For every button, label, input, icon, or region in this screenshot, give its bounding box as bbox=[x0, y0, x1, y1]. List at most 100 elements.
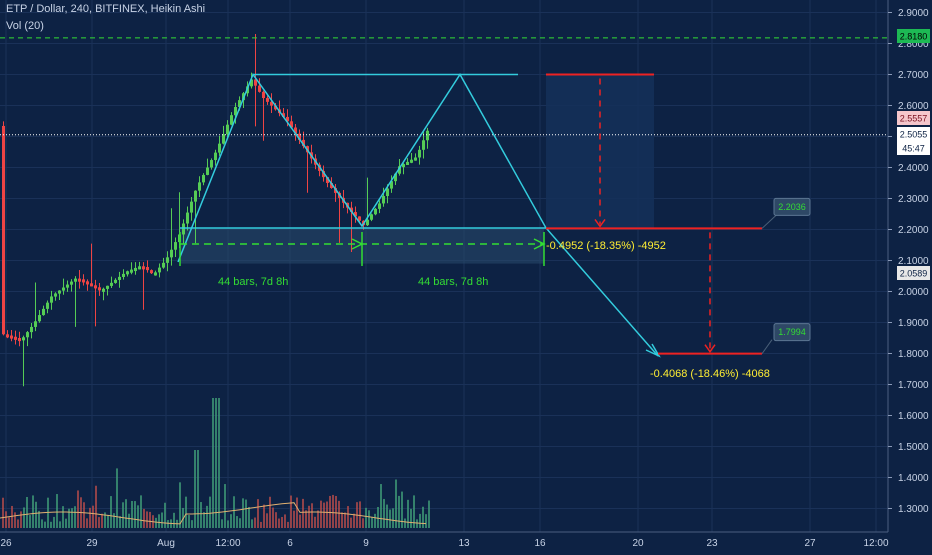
volume-bar bbox=[41, 519, 43, 528]
time-tick-label: 23 bbox=[706, 538, 718, 549]
candle-body bbox=[102, 288, 105, 292]
volume-bar bbox=[38, 510, 40, 528]
volume-bar bbox=[341, 512, 343, 528]
volume-bar bbox=[125, 499, 127, 528]
volume-bar bbox=[200, 502, 202, 528]
volume-bar bbox=[218, 398, 220, 528]
target-annotation-2: -0.4068 (-18.46%) -4068 bbox=[650, 368, 770, 380]
volume-bar bbox=[317, 510, 319, 528]
candle-body bbox=[370, 214, 373, 220]
volume-bar bbox=[194, 450, 196, 528]
volume-bar bbox=[377, 506, 379, 528]
time-tick-label: 6 bbox=[287, 538, 293, 549]
candle-body bbox=[382, 196, 385, 204]
volume-ma-line bbox=[0, 502, 427, 525]
candle-body bbox=[46, 302, 49, 309]
pattern-arrowhead bbox=[645, 343, 661, 358]
volume-bar bbox=[308, 505, 310, 528]
candle-body bbox=[378, 203, 381, 209]
volume-bar bbox=[230, 514, 232, 528]
volume-bar bbox=[242, 498, 244, 528]
candle-body bbox=[94, 285, 97, 289]
volume-bar bbox=[284, 514, 286, 528]
candle-body bbox=[14, 336, 17, 340]
measure-arrowhead bbox=[351, 238, 364, 250]
candle-body bbox=[134, 267, 137, 272]
price-tick-label: 2.3000 bbox=[898, 194, 929, 205]
candle-body bbox=[282, 113, 285, 117]
price-tag-text: 2.5557 bbox=[900, 114, 928, 124]
volume-bar bbox=[281, 516, 283, 528]
candle-body bbox=[358, 216, 361, 221]
volume-bar bbox=[386, 504, 388, 528]
time-tick-label: 12:00 bbox=[215, 538, 240, 549]
volume-bar bbox=[305, 510, 307, 528]
candle-body bbox=[66, 284, 69, 288]
price-tag-text: 2.5055 bbox=[900, 130, 928, 140]
volume-bar bbox=[260, 521, 262, 528]
volume-bar bbox=[11, 505, 13, 528]
volume-bar bbox=[137, 505, 139, 528]
volume-bar bbox=[365, 507, 367, 528]
volume-bar bbox=[191, 520, 193, 528]
target-annotation-1: -0.4952 (-18.35%) -4952 bbox=[546, 240, 666, 252]
volume-bar bbox=[293, 510, 295, 528]
candle-body bbox=[170, 249, 173, 258]
candle-body bbox=[366, 219, 369, 226]
volume-bar bbox=[206, 505, 208, 528]
volume-bar bbox=[362, 518, 364, 528]
candle-body bbox=[154, 272, 157, 276]
time-tick-label: 27 bbox=[804, 538, 816, 549]
candle-body bbox=[18, 338, 21, 342]
candle-body bbox=[198, 182, 201, 191]
price-tick-label: 2.6000 bbox=[898, 101, 929, 112]
volume-bar bbox=[110, 496, 112, 528]
candle-body bbox=[326, 177, 329, 183]
volume-indicator-label[interactable]: Vol (20) bbox=[6, 20, 44, 32]
volume-bar bbox=[350, 517, 352, 528]
volume-bar bbox=[164, 502, 166, 528]
volume-bar bbox=[254, 517, 256, 528]
volume-bar bbox=[107, 515, 109, 528]
candle-body bbox=[22, 337, 25, 341]
price-tick-label: 2.1000 bbox=[898, 256, 929, 267]
candle-body bbox=[254, 79, 257, 86]
candle-body bbox=[202, 174, 205, 183]
target-tag-2 bbox=[773, 323, 811, 342]
volume-bar bbox=[410, 508, 412, 528]
grid bbox=[0, 0, 888, 532]
time-axis: 26 29 Aug 12:00 6 9 13 16 20 23 27 12:00 bbox=[0, 531, 889, 549]
volume-bar bbox=[56, 494, 58, 528]
candle-body bbox=[350, 207, 353, 213]
volume-bar bbox=[173, 512, 175, 528]
volume-bar bbox=[32, 495, 34, 528]
volume-bar bbox=[416, 519, 418, 528]
volume-bar bbox=[161, 512, 163, 528]
volume-bar bbox=[188, 515, 190, 528]
volume-bar bbox=[71, 508, 73, 528]
candle-body bbox=[30, 326, 33, 333]
candle-body bbox=[6, 334, 9, 338]
price-tag bbox=[897, 111, 930, 125]
volume-bar bbox=[113, 513, 115, 528]
candle-body bbox=[234, 107, 237, 116]
volume-bar bbox=[290, 495, 292, 528]
volume-bar bbox=[272, 507, 274, 528]
volume-bar bbox=[179, 482, 181, 528]
volume-bar bbox=[314, 516, 316, 528]
volume-bar bbox=[35, 501, 37, 528]
volume-bar bbox=[407, 499, 409, 528]
time-tick-label: 13 bbox=[458, 538, 470, 549]
candle-body bbox=[262, 91, 265, 99]
candle-body bbox=[10, 335, 13, 339]
volume-bar bbox=[302, 498, 304, 528]
price-tick-label: 1.5000 bbox=[898, 442, 929, 453]
candle-body bbox=[250, 79, 253, 87]
volume-bar bbox=[404, 518, 406, 528]
candle-body bbox=[58, 290, 61, 294]
volume-bar bbox=[323, 502, 325, 528]
price-axis: 2.90002.80002.70002.60002.50002.40002.30… bbox=[887, 0, 930, 532]
volume-bar bbox=[182, 507, 184, 528]
